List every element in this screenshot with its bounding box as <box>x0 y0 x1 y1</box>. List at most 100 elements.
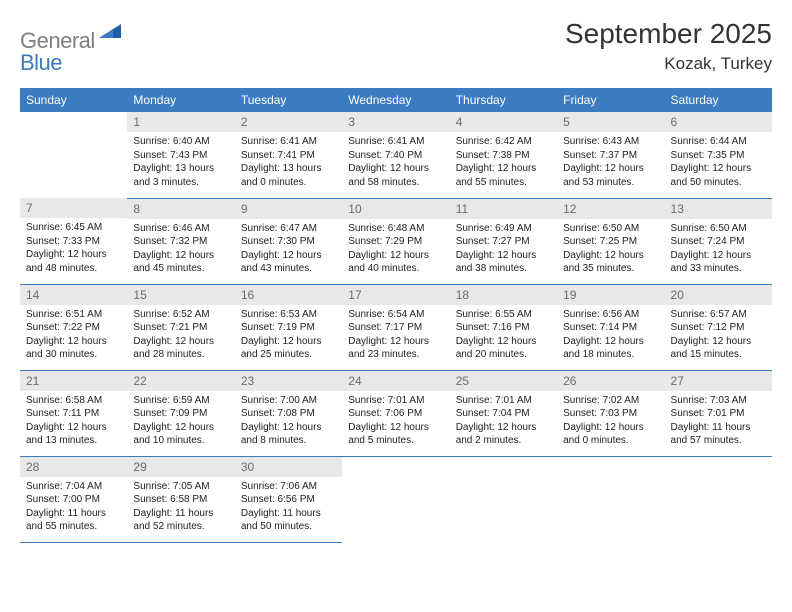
day-cell: 4Sunrise: 6:42 AMSunset: 7:38 PMDaylight… <box>450 112 557 198</box>
day-details: Sunrise: 7:02 AMSunset: 7:03 PMDaylight:… <box>557 391 664 452</box>
day-details: Sunrise: 6:55 AMSunset: 7:16 PMDaylight:… <box>450 305 557 366</box>
sunset-text: Sunset: 7:08 PM <box>241 407 336 421</box>
day-cell: 24Sunrise: 7:01 AMSunset: 7:06 PMDayligh… <box>342 370 449 456</box>
sunset-text: Sunset: 7:19 PM <box>241 321 336 335</box>
daylight-text: Daylight: 12 hours and 33 minutes. <box>671 249 766 276</box>
day-number: 17 <box>342 285 449 305</box>
header: General September 2025 Kozak, Turkey <box>20 18 772 74</box>
day-cell <box>342 456 449 542</box>
sunrise-text: Sunrise: 7:00 AM <box>241 394 336 408</box>
day-number: 18 <box>450 285 557 305</box>
daylight-text: Daylight: 12 hours and 23 minutes. <box>348 335 443 362</box>
day-cell: 28Sunrise: 7:04 AMSunset: 7:00 PMDayligh… <box>20 456 127 542</box>
daylight-text: Daylight: 12 hours and 0 minutes. <box>563 421 658 448</box>
sunset-text: Sunset: 7:35 PM <box>671 149 766 163</box>
day-details: Sunrise: 6:50 AMSunset: 7:24 PMDaylight:… <box>665 219 772 280</box>
daylight-text: Daylight: 12 hours and 18 minutes. <box>563 335 658 362</box>
day-cell: 9Sunrise: 6:47 AMSunset: 7:30 PMDaylight… <box>235 198 342 284</box>
sunrise-text: Sunrise: 7:03 AM <box>671 394 766 408</box>
sunset-text: Sunset: 7:25 PM <box>563 235 658 249</box>
day-cell: 10Sunrise: 6:48 AMSunset: 7:29 PMDayligh… <box>342 198 449 284</box>
weekday-row: SundayMondayTuesdayWednesdayThursdayFrid… <box>20 88 772 112</box>
day-details: Sunrise: 6:49 AMSunset: 7:27 PMDaylight:… <box>450 219 557 280</box>
sunrise-text: Sunrise: 6:57 AM <box>671 308 766 322</box>
sunset-text: Sunset: 7:27 PM <box>456 235 551 249</box>
week-row: 28 Sunrise: 7:04 AMSunset: 7:00 PM Dayligh… <box>20 456 772 542</box>
day-details: Sunrise: 7:03 AMSunset: 7:01 PMDaylight:… <box>665 391 772 452</box>
day-number: 6 <box>665 112 772 132</box>
daylight-text: Daylight: 13 hours and 3 minutes. <box>133 162 228 189</box>
calendar-head: SundayMondayTuesdayWednesdayThursdayFrid… <box>20 88 772 112</box>
page-title: September 2025 <box>565 18 772 50</box>
week-row: 7Sunrise: 6:45 AMSunset: 7:33 PMDaylight… <box>20 198 772 284</box>
daylight-text: Daylight: 11 hours and 52 minutes. <box>133 507 228 534</box>
day-details: Sunrise: 7:01 AMSunset: 7:04 PMDaylight:… <box>450 391 557 452</box>
sunset-text: Sunset: 7:30 PM <box>241 235 336 249</box>
daylight-text: Daylight: 12 hours and 5 minutes. <box>348 421 443 448</box>
sunrise-text: Sunrise: 6:53 AM <box>241 308 336 322</box>
calendar-body: 1Sunrise: 6:40 AMSunset: 7:43 PMDaylight… <box>20 112 772 542</box>
logo-sub: Blue <box>20 50 62 76</box>
weekday-tuesday: Tuesday <box>235 88 342 112</box>
day-number: 13 <box>665 199 772 219</box>
sunset-text: Sunset: 7:32 PM <box>133 235 228 249</box>
weekday-saturday: Saturday <box>665 88 772 112</box>
sunset-text: Sunset: 7:11 PM <box>26 407 121 421</box>
day-details: Sunrise: 6:48 AMSunset: 7:29 PMDaylight:… <box>342 219 449 280</box>
day-details: Sunrise: 6:51 AMSunset: 7:22 PMDaylight:… <box>20 305 127 366</box>
day-cell: 22Sunrise: 6:59 AMSunset: 7:09 PMDayligh… <box>127 370 234 456</box>
daylight-text: Daylight: 12 hours and 25 minutes. <box>241 335 336 362</box>
sunrise-text: Sunrise: 6:43 AM <box>563 135 658 149</box>
daylight-text: Daylight: 12 hours and 55 minutes. <box>456 162 551 189</box>
daylight-text: Daylight: 11 hours and 50 minutes. <box>241 507 336 534</box>
day-number: 26 <box>557 371 664 391</box>
day-number: 19 <box>557 285 664 305</box>
sunset-text: Sunset: 7:06 PM <box>348 407 443 421</box>
day-number: 1 <box>127 112 234 132</box>
location-text: Kozak, Turkey <box>565 54 772 74</box>
sunrise-text: Sunrise: 7:04 AM <box>26 480 121 494</box>
sunset-text: Sunset: 7:29 PM <box>348 235 443 249</box>
day-details: Sunrise: 6:59 AMSunset: 7:09 PMDaylight:… <box>127 391 234 452</box>
sunset-text: Sunset: 7:24 PM <box>671 235 766 249</box>
sunrise-text: Sunrise: 6:44 AM <box>671 135 766 149</box>
sunset-text: Sunset: 7:00 PM <box>26 493 121 507</box>
day-number: 11 <box>450 199 557 219</box>
day-details: Sunrise: 6:47 AMSunset: 7:30 PMDaylight:… <box>235 219 342 280</box>
day-number: 25 <box>450 371 557 391</box>
day-cell: 26Sunrise: 7:02 AMSunset: 7:03 PMDayligh… <box>557 370 664 456</box>
day-cell <box>20 112 127 198</box>
day-details: Sunrise: 7:05 AMSunset: 6:58 PMDaylight:… <box>127 477 234 538</box>
sunrise-text: Sunrise: 6:49 AM <box>456 222 551 236</box>
daylight-text: Daylight: 12 hours and 45 minutes. <box>133 249 228 276</box>
sunrise-text: Sunrise: 6:48 AM <box>348 222 443 236</box>
day-details: Sunrise: 6:46 AMSunset: 7:32 PMDaylight:… <box>127 219 234 280</box>
sunset-text: Sunset: 7:37 PM <box>563 149 658 163</box>
day-cell: 7Sunrise: 6:45 AMSunset: 7:33 PMDaylight… <box>20 198 127 284</box>
sunrise-text: Sunrise: 6:56 AM <box>563 308 658 322</box>
logo-text-blue: Blue <box>20 50 62 75</box>
sunset-text: Sunset: 6:56 PM <box>241 493 336 507</box>
week-row: 21Sunrise: 6:58 AMSunset: 7:11 PMDayligh… <box>20 370 772 456</box>
day-number: 4 <box>450 112 557 132</box>
day-cell: 19Sunrise: 6:56 AMSunset: 7:14 PMDayligh… <box>557 284 664 370</box>
sunrise-text: Sunrise: 6:47 AM <box>241 222 336 236</box>
daylight-text: Daylight: 12 hours and 28 minutes. <box>133 335 228 362</box>
weekday-wednesday: Wednesday <box>342 88 449 112</box>
day-cell: 12Sunrise: 6:50 AMSunset: 7:25 PMDayligh… <box>557 198 664 284</box>
day-cell: 30Sunrise: 7:06 AMSunset: 6:56 PMDayligh… <box>235 456 342 542</box>
sunset-text: Sunset: 7:40 PM <box>348 149 443 163</box>
day-number: 15 <box>127 285 234 305</box>
week-row: 1Sunrise: 6:40 AMSunset: 7:43 PMDaylight… <box>20 112 772 198</box>
sunset-text: Sunset: 7:16 PM <box>456 321 551 335</box>
daylight-text: Daylight: 12 hours and 15 minutes. <box>671 335 766 362</box>
page: General September 2025 Kozak, Turkey Blu… <box>0 0 792 612</box>
day-number: 28 <box>20 457 127 477</box>
daylight-text: Daylight: 12 hours and 20 minutes. <box>456 335 551 362</box>
sunset-text: Sunset: 7:21 PM <box>133 321 228 335</box>
day-number: 29 <box>127 457 234 477</box>
sunset-text: Sunset: 7:38 PM <box>456 149 551 163</box>
day-number: 16 <box>235 285 342 305</box>
daylight-text: Daylight: 12 hours and 50 minutes. <box>671 162 766 189</box>
daylight-text: Daylight: 12 hours and 53 minutes. <box>563 162 658 189</box>
